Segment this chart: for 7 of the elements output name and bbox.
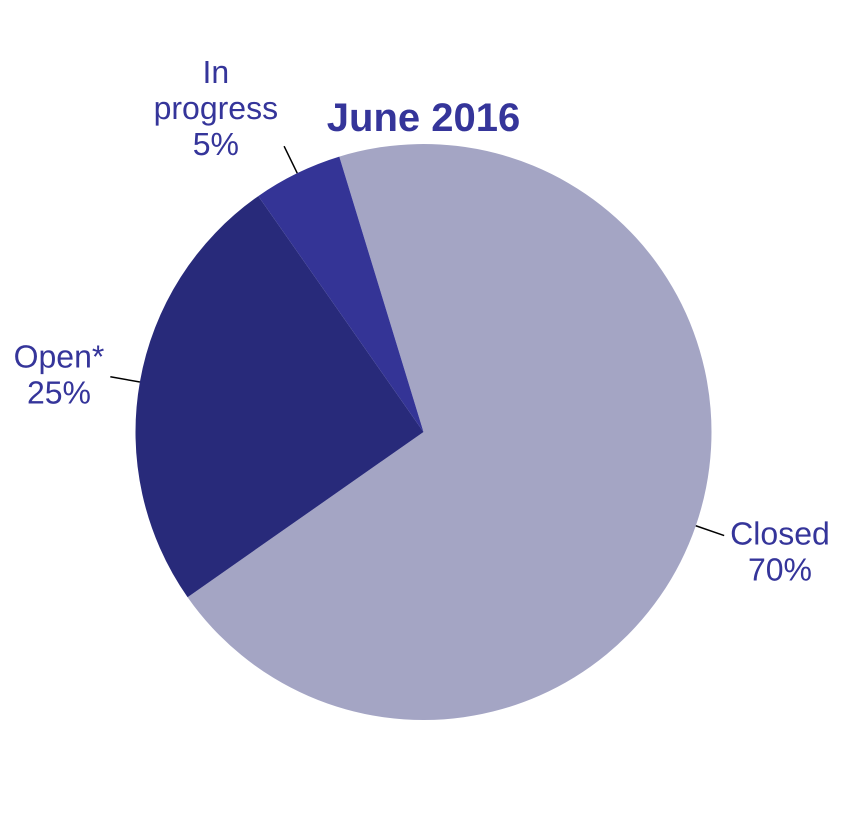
data-label: 25% — [26, 374, 91, 411]
slice-label: Closed — [730, 515, 830, 552]
data-label: 70% — [748, 551, 812, 588]
data-label: 5% — [192, 126, 239, 162]
slice-label: In progress — [154, 54, 278, 126]
slice-label: Open* — [14, 338, 104, 375]
text: June 2016 — [326, 96, 520, 140]
